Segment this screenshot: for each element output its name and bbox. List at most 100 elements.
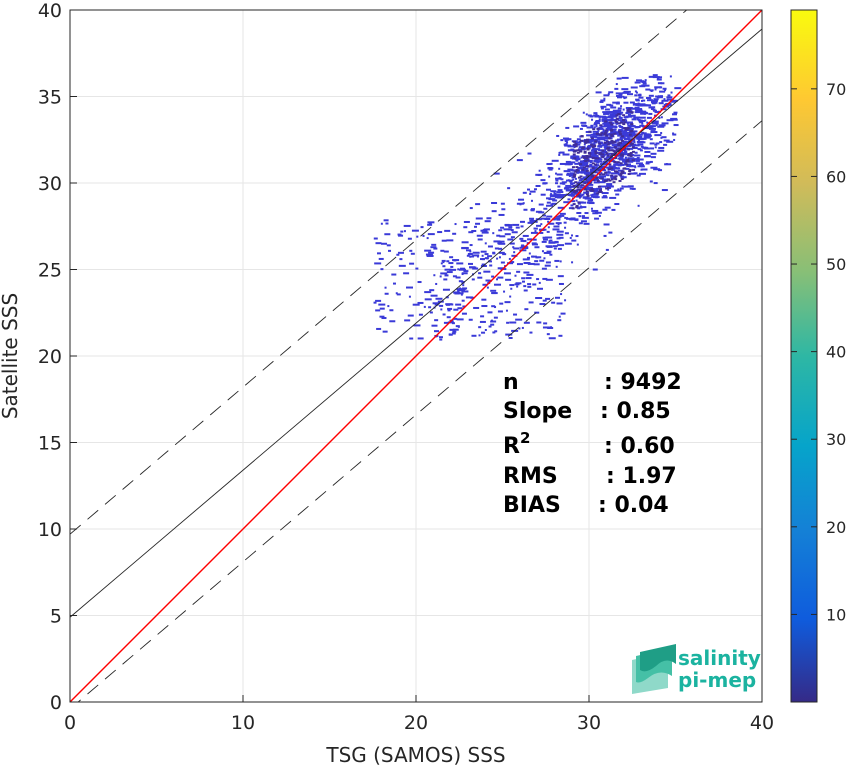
density-cell	[447, 307, 453, 310]
y-axis-title: Satellite SSS	[0, 293, 22, 419]
density-cell	[585, 179, 593, 182]
density-cell	[611, 141, 615, 144]
density-cell	[531, 243, 538, 246]
y-tick-label: 40	[38, 0, 62, 22]
density-cell	[533, 227, 536, 230]
density-cell	[398, 234, 404, 237]
density-cell	[621, 185, 624, 188]
density-cell	[568, 163, 573, 166]
density-cell	[425, 253, 433, 256]
density-cell	[595, 125, 598, 128]
density-cell	[521, 244, 525, 247]
density-cell	[490, 320, 497, 323]
density-cell	[397, 251, 404, 254]
density-cell	[639, 137, 647, 140]
density-cell	[557, 189, 563, 192]
density-cell	[664, 89, 667, 92]
density-cell	[530, 219, 534, 222]
density-cell	[557, 185, 561, 188]
density-cell	[513, 251, 516, 254]
density-cell	[591, 118, 594, 121]
density-cell	[599, 190, 603, 193]
density-cell	[603, 121, 607, 124]
density-cell	[530, 231, 538, 234]
density-cell	[558, 177, 562, 180]
density-cell	[504, 301, 511, 304]
density-cell	[575, 204, 579, 207]
density-cell	[571, 207, 575, 210]
density-cell	[479, 320, 486, 323]
density-cell	[615, 114, 619, 117]
density-cell	[625, 141, 629, 144]
density-cell	[593, 148, 601, 151]
x-tick-label: 30	[577, 712, 601, 734]
density-cell	[581, 124, 587, 127]
x-tick-label: 20	[404, 712, 428, 734]
density-cell	[613, 160, 617, 163]
density-cell	[629, 130, 633, 133]
density-cell	[423, 305, 426, 308]
density-cell	[406, 286, 414, 289]
density-cell	[592, 157, 596, 160]
density-cell	[666, 98, 674, 101]
density-cell	[568, 189, 573, 192]
density-cell	[591, 193, 599, 196]
density-cell	[560, 178, 564, 181]
density-cell	[442, 265, 446, 268]
density-cell	[570, 217, 576, 220]
density-cell	[538, 281, 541, 284]
density-cell	[657, 125, 665, 128]
density-cell	[604, 116, 612, 119]
density-cell	[570, 194, 575, 197]
density-cell	[577, 181, 583, 184]
density-cell	[540, 223, 543, 226]
density-cell	[537, 256, 542, 259]
density-cell	[623, 152, 627, 155]
density-cell	[463, 270, 469, 273]
density-cell	[549, 253, 553, 256]
density-cell	[599, 152, 603, 155]
density-cell	[623, 116, 629, 119]
stats-superscript: 2	[520, 429, 530, 447]
density-cell	[642, 84, 650, 87]
density-cell	[579, 186, 583, 189]
density-cell	[571, 239, 577, 242]
density-cell	[536, 224, 542, 227]
density-cell	[513, 313, 518, 316]
density-cell	[440, 308, 443, 311]
density-cell	[660, 82, 665, 85]
density-cell	[510, 229, 514, 232]
density-cell	[627, 154, 631, 157]
density-cell	[546, 215, 553, 218]
density-cell	[403, 224, 411, 227]
density-cell	[660, 131, 663, 134]
density-cell	[409, 262, 415, 265]
logo-line2: pi-mep	[678, 668, 756, 692]
density-cell	[391, 273, 397, 276]
density-cell	[599, 100, 604, 103]
density-cell	[498, 242, 506, 245]
density-cell	[545, 261, 551, 264]
density-cell	[447, 309, 451, 312]
density-cell	[446, 239, 454, 242]
density-cell	[629, 125, 635, 128]
density-cell	[641, 132, 647, 135]
density-cell	[426, 254, 434, 257]
density-cell	[640, 168, 643, 171]
density-cell	[594, 192, 597, 195]
density-cell	[424, 291, 432, 294]
density-cell	[585, 190, 589, 193]
density-cell	[622, 153, 630, 156]
density-cell	[630, 147, 634, 150]
density-cell	[603, 234, 607, 237]
density-cell	[621, 153, 625, 156]
density-cell	[610, 131, 616, 134]
density-cell	[602, 160, 608, 163]
density-cell	[631, 150, 635, 153]
density-cell	[631, 130, 638, 133]
density-cell	[580, 135, 584, 138]
density-cell	[508, 228, 513, 231]
density-cell	[529, 192, 532, 195]
density-cell	[541, 250, 544, 253]
density-cell	[487, 311, 493, 314]
